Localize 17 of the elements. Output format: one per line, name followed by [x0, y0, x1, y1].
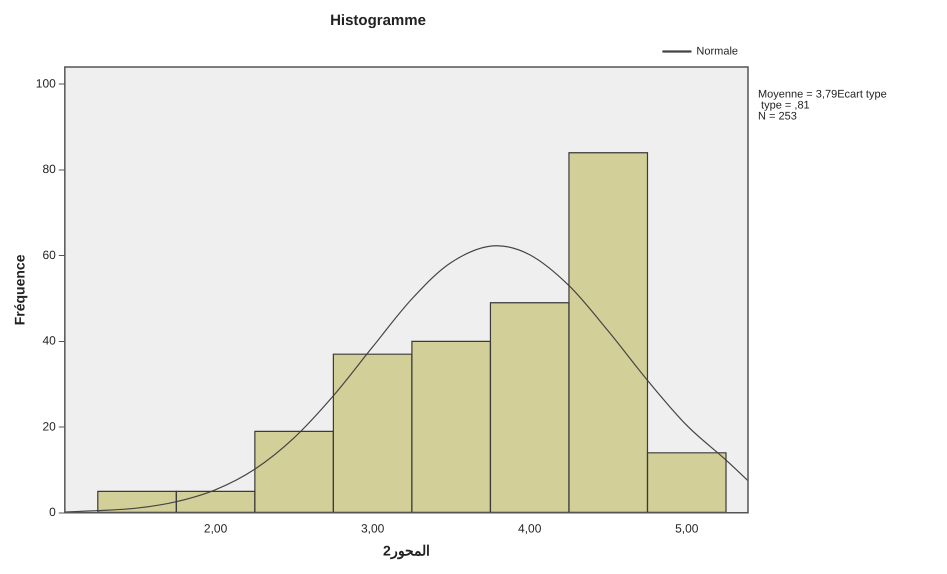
x-tick-label: 4,00: [518, 521, 542, 536]
x-tick-label: 5,00: [675, 521, 699, 536]
y-tick-label: 40: [42, 334, 56, 348]
text: N = 253: [758, 110, 797, 123]
text: type = ,81: [758, 100, 810, 112]
text: Moyenne = 3,79Ecart type: [758, 88, 887, 101]
y-axis-title: Fréquence: [11, 254, 28, 326]
y-tick-label: 20: [42, 419, 56, 434]
y-tick-label: 100: [36, 76, 56, 90]
y-tick-label: 80: [42, 162, 56, 176]
legend-label: Normale: [696, 46, 738, 58]
y-tick-label: 60: [42, 248, 56, 262]
x-tick-label: 2,00: [204, 521, 228, 536]
x-tick-label: 3,00: [360, 521, 385, 536]
y-tick-label: 0: [49, 505, 56, 520]
chart-title: Histogramme: [330, 12, 426, 30]
x-axis-title: المحور2: [383, 542, 430, 560]
